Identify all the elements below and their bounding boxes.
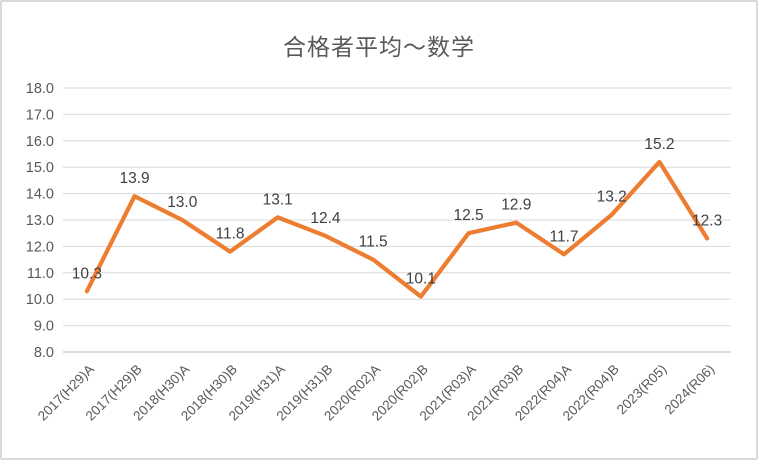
data-point-label: 13.9 (119, 170, 149, 187)
data-point-label: 11.7 (549, 228, 578, 245)
data-point-label: 12.3 (692, 212, 722, 229)
y-axis-tick-label: 9.0 (34, 319, 54, 335)
data-point-label: 11.8 (215, 226, 244, 243)
data-point-label: 13.1 (263, 191, 293, 208)
y-axis-tick-label: 8.0 (34, 345, 54, 361)
chart-title: 合格者平均～数学 (283, 34, 475, 60)
data-point-label: 13.0 (167, 194, 198, 211)
data-point-label: 13.2 (597, 189, 627, 206)
x-axis-tick-label: 2024(R06) (662, 362, 718, 418)
y-axis-tick-label: 15.0 (26, 160, 54, 176)
data-point-label: 11.5 (359, 234, 388, 251)
x-axis-tick-label: 2023(R05) (614, 362, 670, 418)
y-axis-tick-label: 11.0 (27, 266, 54, 282)
y-axis-tick-label: 18.0 (26, 81, 54, 97)
y-axis-tick-label: 13.0 (26, 213, 54, 229)
data-point-label: 12.4 (310, 210, 341, 227)
data-point-label: 12.5 (453, 207, 483, 224)
data-point-label: 15.2 (644, 136, 674, 153)
data-point-label: 10.3 (72, 265, 102, 282)
data-point-label: 12.9 (501, 197, 531, 214)
y-axis-tick-label: 16.0 (26, 134, 54, 150)
y-axis-tick-label: 17.0 (26, 107, 54, 123)
series-line (84, 159, 710, 299)
y-axis-tick-label: 12.0 (26, 239, 54, 255)
y-axis-tick-label: 10.0 (26, 292, 54, 308)
y-axis-tick-label: 14.0 (26, 187, 54, 203)
data-point-label: 10.1 (406, 271, 436, 288)
